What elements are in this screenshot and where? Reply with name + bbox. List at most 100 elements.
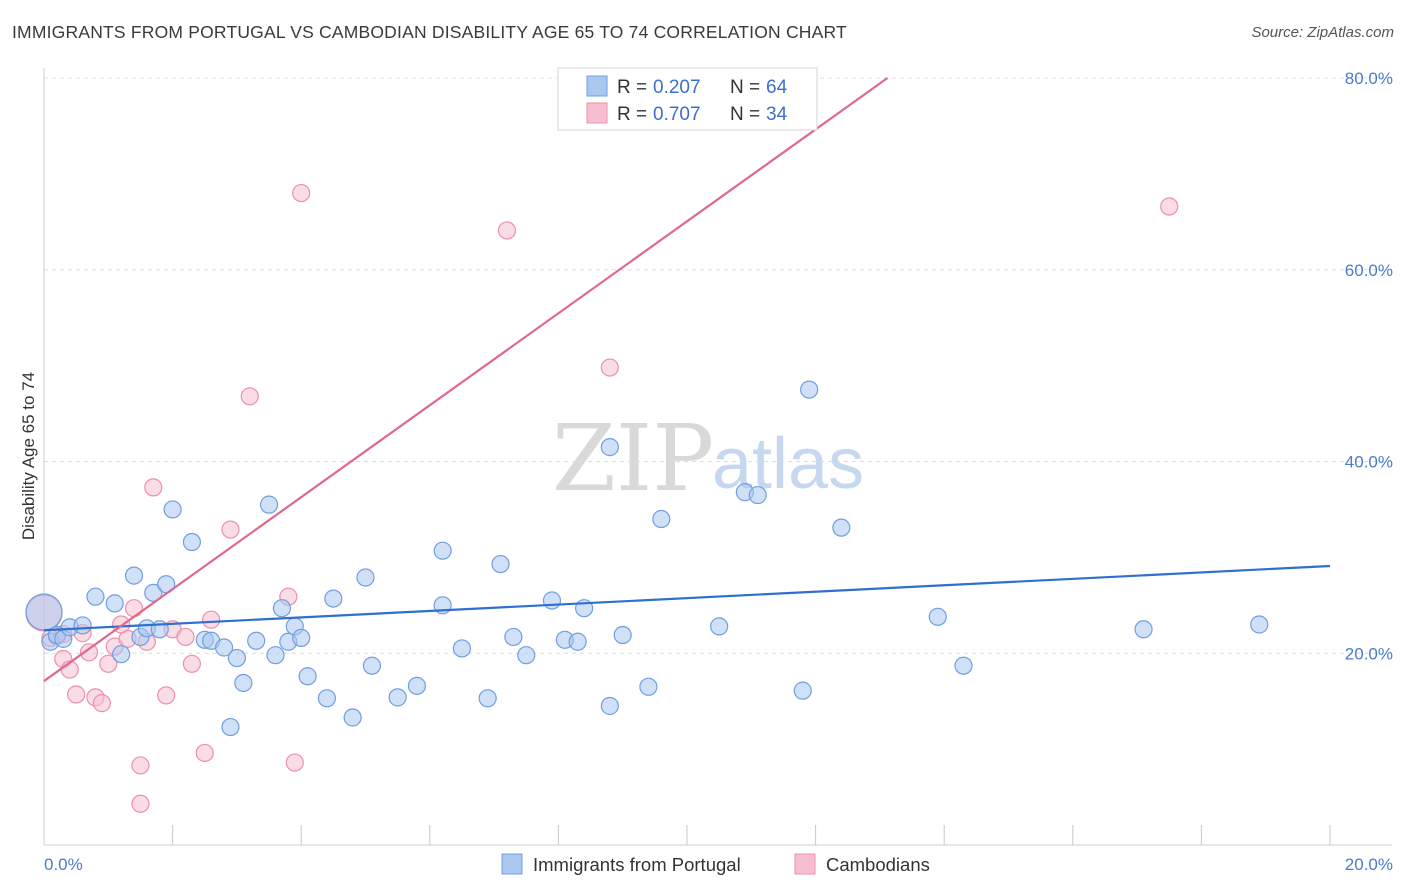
portugal-point [491,554,510,574]
portugal-point [163,500,182,519]
bottom-legend-label-cambodians: Cambodians [826,854,930,875]
legend-swatch-pink [586,102,608,124]
legend-n-value-1: 64 [766,77,788,98]
source-credit: Source: ZipAtlas.com [1251,24,1394,41]
portugal-point [478,689,497,708]
legend-r-label-1: R = [617,77,647,98]
legend-r-value-2: 0.707 [653,104,701,125]
bottom-legend-swatch-blue [501,853,523,875]
y-tick-label: 40.0% [1345,453,1393,472]
portugal-point [272,599,292,618]
axes [43,68,1392,846]
portugal-point [388,688,407,707]
legend-n-label-1: N = [730,77,760,98]
grid-lines [44,77,1392,654]
portugal-point [317,689,337,708]
portugal-point [517,646,536,665]
portugal-point [182,532,201,552]
portugal-point [105,594,124,613]
cambodian-point [67,685,86,704]
portugal-point [613,625,632,645]
portugal-point [86,587,105,606]
portugal-point [1250,615,1269,634]
portugal-point [793,681,812,700]
cambodian-point [92,694,111,713]
portugal-point [343,708,362,727]
data-points [25,183,1269,813]
portugal-point [25,593,63,631]
x-tick-labels: 0.0% 20.0% [44,855,1393,874]
cambodian-point [195,743,214,763]
portugal-point [292,628,311,648]
cambodian-point [1160,197,1179,216]
portugal-point [504,627,523,647]
portugal-trend-line [43,564,1331,632]
portugal-point [298,667,317,686]
portugal-point [748,485,767,505]
cambodian-point [176,627,195,647]
y-tick-labels: 20.0% 40.0% 60.0% 80.0% [1345,69,1393,663]
cambodian-point [221,520,240,539]
legend-n-label-2: N = [730,104,760,125]
portugal-point [324,589,343,608]
y-tick-label: 80.0% [1345,69,1393,88]
bottom-legend-label-portugal: Immigrants from Portugal [533,854,741,875]
portugal-point [639,677,658,696]
portugal-point [221,717,240,737]
chart-title: IMMIGRANTS FROM PORTUGAL VS CAMBODIAN DI… [12,22,847,42]
cambodian-point [285,753,304,772]
portugal-point [356,568,375,587]
portugal-point [407,676,427,695]
portugal-point [259,495,279,514]
series-legend: Immigrants from Portugal Cambodians [501,853,930,875]
portugal-point [73,616,92,635]
stats-legend: R = 0.207 N = 64 R = 0.707 N = 34 [557,67,818,131]
portugal-point [832,518,851,537]
bottom-legend-swatch-pink [794,853,816,875]
portugal-point [600,696,619,716]
y-tick-label: 60.0% [1345,261,1393,280]
cambodian-point [99,654,118,673]
cambodian-point [131,756,150,775]
cambodian-point [240,387,259,406]
portugal-point [800,380,819,399]
portugal-point [266,646,285,665]
portugal-point [652,509,671,529]
portugal-point [247,631,266,650]
portugal-point [954,656,973,675]
legend-r-value-1: 0.207 [653,77,701,98]
portugal-point [362,656,382,675]
cambodian-point [292,183,311,203]
cambodian-point [144,478,163,497]
portugal-point [600,438,619,457]
cambodian-point [202,610,221,629]
portugal-point [542,591,562,610]
y-tick-label: 20.0% [1345,644,1393,663]
x-tick-label: 0.0% [44,855,83,874]
cambodian-point [124,599,144,618]
cambodian-point [79,643,99,662]
watermark-atlas: atlas [712,424,864,504]
cambodian-point [600,358,619,377]
portugal-point [144,583,163,602]
x-tick-label: 20.0% [1345,855,1393,874]
portugal-point [112,645,131,664]
legend-n-value-2: 34 [766,104,788,125]
portugal-point [214,638,234,657]
watermark-zip: ZIP [552,405,714,512]
portugal-point [710,617,729,636]
cambodian-trend-line [43,77,889,682]
cambodian-point [497,221,517,240]
trend-lines [43,77,1331,682]
portugal-point [433,541,452,560]
cambodian-point [182,654,201,673]
portugal-point [1134,620,1153,639]
portugal-point [234,673,253,693]
legend-swatch-blue [586,75,608,97]
y-axis-label: Disability Age 65 to 74 [19,372,38,540]
legend-r-label-2: R = [617,104,647,125]
portugal-point [227,648,246,668]
portugal-point [568,632,587,651]
portugal-point [452,639,472,658]
